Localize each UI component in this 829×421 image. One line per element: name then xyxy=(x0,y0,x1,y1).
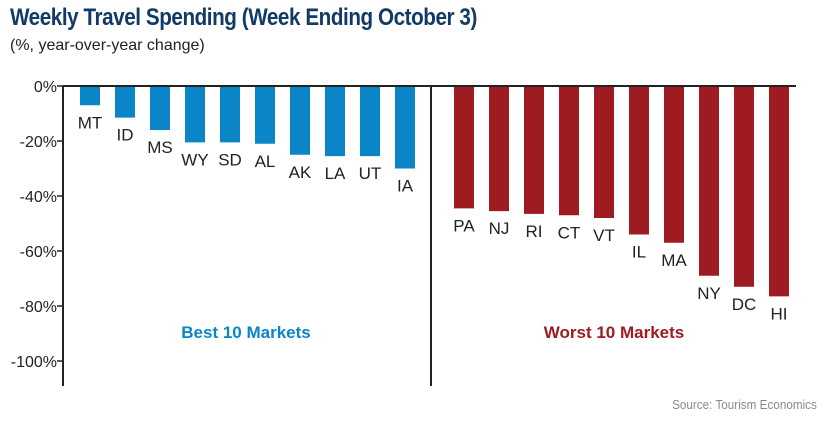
category-label-ia: IA xyxy=(397,177,414,196)
group-label: Worst 10 Markets xyxy=(544,323,684,342)
bar-dc xyxy=(734,87,754,287)
y-tick-label: -80% xyxy=(20,299,57,316)
y-tick-label: -20% xyxy=(20,134,57,151)
category-label-ut: UT xyxy=(359,164,382,183)
bar-la xyxy=(325,87,345,157)
bar-id xyxy=(115,87,135,118)
category-label-id: ID xyxy=(117,126,134,145)
category-label-mt: MT xyxy=(78,113,103,132)
category-label-ct: CT xyxy=(558,223,581,242)
category-label-ma: MA xyxy=(661,251,687,270)
category-label-ak: AK xyxy=(289,163,312,182)
category-label-vt: VT xyxy=(593,226,615,245)
y-tick-label: 0% xyxy=(34,79,57,96)
bar-ct xyxy=(559,87,579,216)
category-label-al: AL xyxy=(255,152,276,171)
bar-ny xyxy=(699,87,719,276)
bar-nj xyxy=(489,87,509,212)
bar-sd xyxy=(220,87,240,143)
category-label-ri: RI xyxy=(526,222,543,241)
bar-vt xyxy=(594,87,614,218)
y-tick-label: -100% xyxy=(11,354,57,371)
bar-ak xyxy=(290,87,310,155)
category-label-ny: NY xyxy=(697,284,721,303)
category-label-dc: DC xyxy=(732,295,757,314)
group-label: Best 10 Markets xyxy=(181,323,310,342)
bar-wy xyxy=(185,87,205,143)
y-tick-label: -60% xyxy=(20,244,57,261)
category-label-pa: PA xyxy=(453,216,475,235)
bar-ri xyxy=(524,87,544,214)
bar-ia xyxy=(395,87,415,169)
bar-mt xyxy=(80,87,100,106)
category-label-il: IL xyxy=(632,243,646,262)
category-label-wy: WY xyxy=(181,150,208,169)
bar-il xyxy=(629,87,649,235)
category-label-sd: SD xyxy=(218,150,242,169)
chart-title: Weekly Travel Spending (Week Ending Octo… xyxy=(10,4,477,31)
bar-ms xyxy=(150,87,170,130)
bar-pa xyxy=(454,87,474,209)
source-note: Source: Tourism Economics xyxy=(672,397,817,412)
bar-al xyxy=(255,87,275,144)
category-label-hi: HI xyxy=(771,304,788,323)
bar-hi xyxy=(769,87,789,297)
category-label-ms: MS xyxy=(147,138,173,157)
bar-ut xyxy=(360,87,380,157)
category-label-nj: NJ xyxy=(489,219,510,238)
y-tick-label: -40% xyxy=(20,189,57,206)
chart-subtitle: (%, year-over-year change) xyxy=(10,37,205,54)
category-label-la: LA xyxy=(325,164,346,183)
bar-ma xyxy=(664,87,684,243)
